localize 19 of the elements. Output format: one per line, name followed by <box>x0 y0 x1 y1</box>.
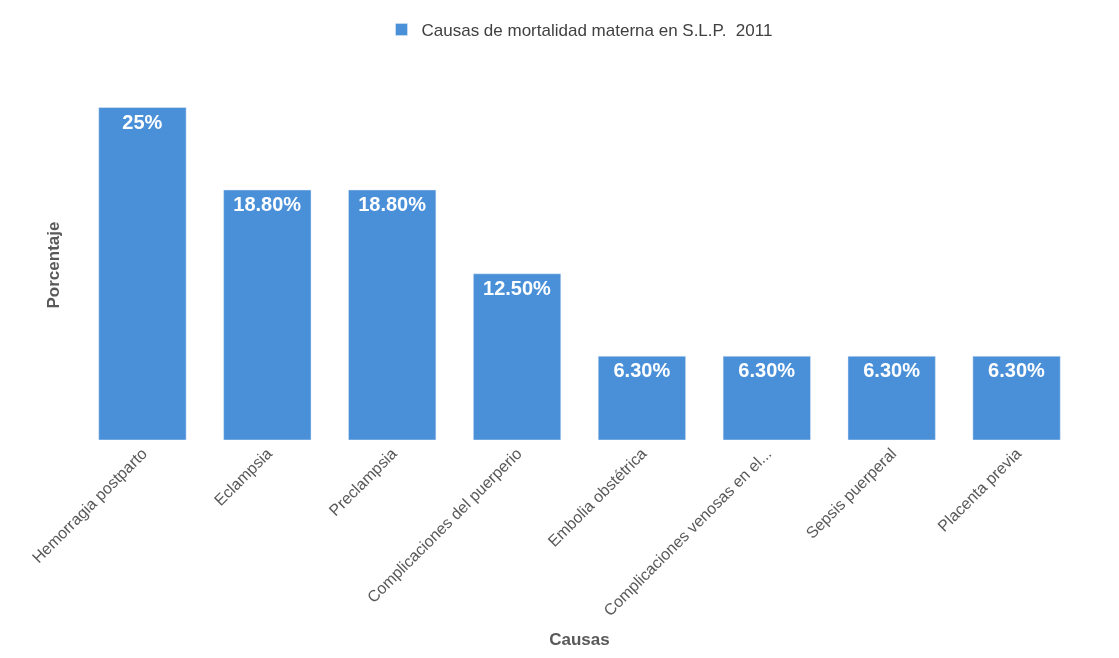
bar <box>847 355 936 440</box>
bar <box>597 355 686 440</box>
data-label: 18.80% <box>233 192 302 215</box>
bar <box>98 107 187 440</box>
data-label: 6.30% <box>863 359 921 382</box>
bar <box>223 189 312 440</box>
y-axis-title: Porcentaje <box>43 221 63 309</box>
data-label: 6.30% <box>613 359 671 382</box>
legend-label: Causas de mortalidad materna en S.L.P. 2011 <box>421 21 773 41</box>
data-label: 18.80% <box>358 192 427 215</box>
x-axis-title: Causas <box>549 630 610 650</box>
data-label: 6.30% <box>988 359 1046 382</box>
bar <box>972 355 1061 440</box>
data-label: 25% <box>122 110 163 133</box>
data-label: 6.30% <box>738 359 796 382</box>
bar <box>473 273 562 440</box>
bar <box>722 355 811 440</box>
bar <box>348 189 437 440</box>
data-label: 12.50% <box>483 276 552 299</box>
